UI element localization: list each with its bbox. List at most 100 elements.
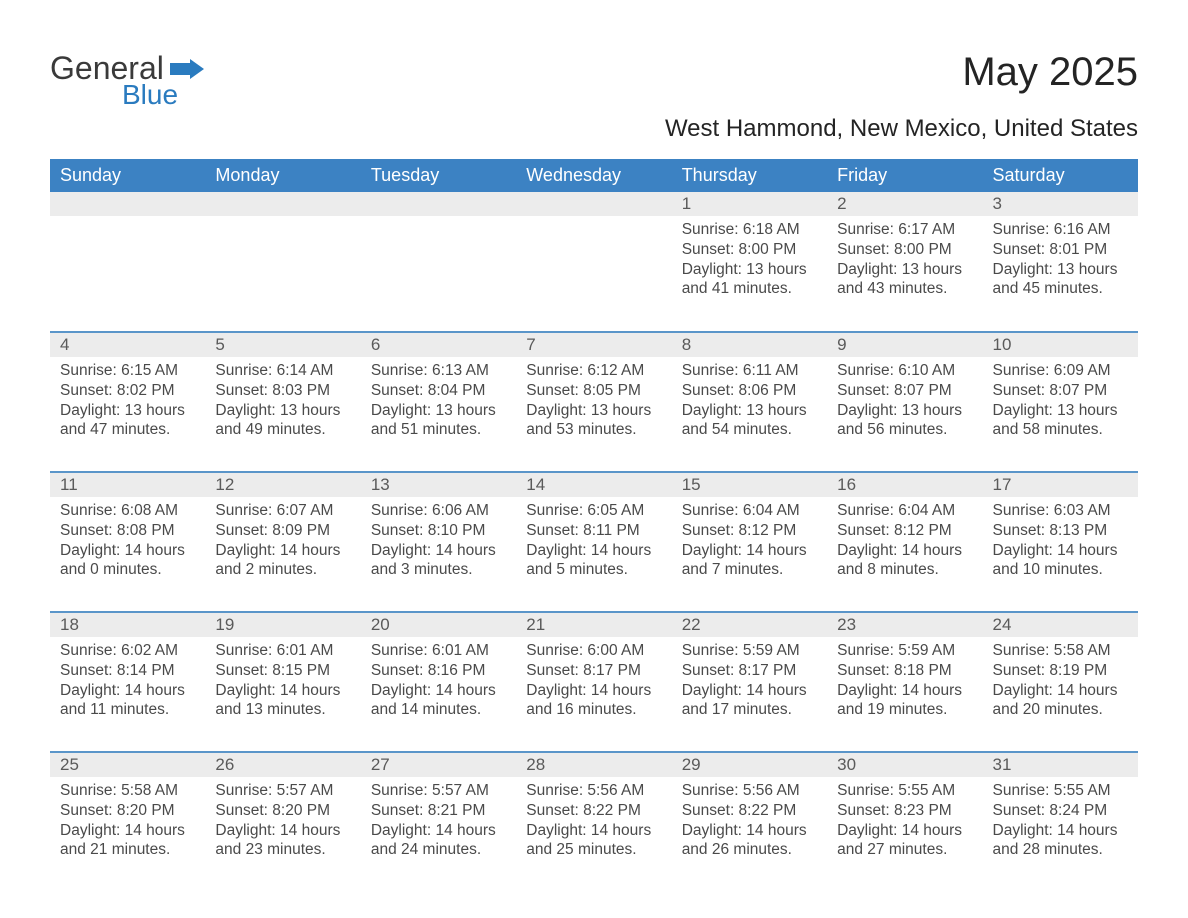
sunrise-text: Sunrise: 6:05 AM: [526, 501, 661, 521]
sunrise-text: Sunrise: 5:56 AM: [682, 781, 817, 801]
calendar-cell: 24Sunrise: 5:58 AMSunset: 8:19 PMDayligh…: [983, 612, 1138, 752]
calendar-cell: 1Sunrise: 6:18 AMSunset: 8:00 PMDaylight…: [672, 192, 827, 332]
daylight-text: Daylight: 13 hours: [371, 401, 506, 421]
sunset-text: Sunset: 8:17 PM: [526, 661, 661, 681]
day-details: Sunrise: 6:01 AMSunset: 8:15 PMDaylight:…: [205, 637, 360, 724]
day-number: 13: [361, 473, 516, 497]
sunset-text: Sunset: 8:24 PM: [993, 801, 1128, 821]
calendar-cell: 20Sunrise: 6:01 AMSunset: 8:16 PMDayligh…: [361, 612, 516, 752]
sunset-text: Sunset: 8:07 PM: [837, 381, 972, 401]
calendar-cell: 22Sunrise: 5:59 AMSunset: 8:17 PMDayligh…: [672, 612, 827, 752]
sunrise-text: Sunrise: 6:10 AM: [837, 361, 972, 381]
daylight-text: Daylight: 14 hours: [215, 821, 350, 841]
daylight-text-cont: and 26 minutes.: [682, 840, 817, 860]
sunrise-text: Sunrise: 5:55 AM: [993, 781, 1128, 801]
day-number: 20: [361, 613, 516, 637]
calendar-week-row: 4Sunrise: 6:15 AMSunset: 8:02 PMDaylight…: [50, 332, 1138, 472]
daylight-text: Daylight: 13 hours: [837, 260, 972, 280]
sunset-text: Sunset: 8:22 PM: [682, 801, 817, 821]
daylight-text-cont: and 21 minutes.: [60, 840, 195, 860]
daylight-text-cont: and 20 minutes.: [993, 700, 1128, 720]
calendar-cell: 5Sunrise: 6:14 AMSunset: 8:03 PMDaylight…: [205, 332, 360, 472]
day-number: 5: [205, 333, 360, 357]
daylight-text-cont: and 49 minutes.: [215, 420, 350, 440]
daylight-text-cont: and 11 minutes.: [60, 700, 195, 720]
calendar-cell: 15Sunrise: 6:04 AMSunset: 8:12 PMDayligh…: [672, 472, 827, 612]
calendar-cell: [361, 192, 516, 332]
day-number: 14: [516, 473, 671, 497]
sunrise-text: Sunrise: 5:57 AM: [215, 781, 350, 801]
day-number: 1: [672, 192, 827, 216]
day-number: 30: [827, 753, 982, 777]
weekday-header-row: Sunday Monday Tuesday Wednesday Thursday…: [50, 159, 1138, 192]
day-number: [516, 192, 671, 216]
weekday-header: Saturday: [983, 159, 1138, 192]
day-number: 15: [672, 473, 827, 497]
daylight-text-cont: and 54 minutes.: [682, 420, 817, 440]
calendar-cell: 11Sunrise: 6:08 AMSunset: 8:08 PMDayligh…: [50, 472, 205, 612]
calendar-cell: 27Sunrise: 5:57 AMSunset: 8:21 PMDayligh…: [361, 752, 516, 892]
day-details: Sunrise: 6:14 AMSunset: 8:03 PMDaylight:…: [205, 357, 360, 444]
daylight-text: Daylight: 13 hours: [215, 401, 350, 421]
calendar-cell: 12Sunrise: 6:07 AMSunset: 8:09 PMDayligh…: [205, 472, 360, 612]
daylight-text: Daylight: 13 hours: [60, 401, 195, 421]
sunrise-text: Sunrise: 5:59 AM: [837, 641, 972, 661]
sunrise-text: Sunrise: 6:13 AM: [371, 361, 506, 381]
day-details: Sunrise: 5:57 AMSunset: 8:20 PMDaylight:…: [205, 777, 360, 864]
daylight-text-cont: and 14 minutes.: [371, 700, 506, 720]
sunrise-text: Sunrise: 6:16 AM: [993, 220, 1128, 240]
daylight-text-cont: and 56 minutes.: [837, 420, 972, 440]
day-details: Sunrise: 6:10 AMSunset: 8:07 PMDaylight:…: [827, 357, 982, 444]
sunset-text: Sunset: 8:03 PM: [215, 381, 350, 401]
weekday-header: Monday: [205, 159, 360, 192]
day-number: 25: [50, 753, 205, 777]
sunrise-text: Sunrise: 5:55 AM: [837, 781, 972, 801]
calendar-cell: 21Sunrise: 6:00 AMSunset: 8:17 PMDayligh…: [516, 612, 671, 752]
day-number: 21: [516, 613, 671, 637]
daylight-text: Daylight: 13 hours: [837, 401, 972, 421]
daylight-text-cont: and 0 minutes.: [60, 560, 195, 580]
sunset-text: Sunset: 8:00 PM: [682, 240, 817, 260]
day-details: Sunrise: 6:09 AMSunset: 8:07 PMDaylight:…: [983, 357, 1138, 444]
day-number: 16: [827, 473, 982, 497]
calendar-cell: 25Sunrise: 5:58 AMSunset: 8:20 PMDayligh…: [50, 752, 205, 892]
calendar-cell: 31Sunrise: 5:55 AMSunset: 8:24 PMDayligh…: [983, 752, 1138, 892]
daylight-text: Daylight: 14 hours: [371, 681, 506, 701]
daylight-text-cont: and 3 minutes.: [371, 560, 506, 580]
sunset-text: Sunset: 8:19 PM: [993, 661, 1128, 681]
calendar-cell: 23Sunrise: 5:59 AMSunset: 8:18 PMDayligh…: [827, 612, 982, 752]
day-details: Sunrise: 6:07 AMSunset: 8:09 PMDaylight:…: [205, 497, 360, 584]
sunrise-text: Sunrise: 6:17 AM: [837, 220, 972, 240]
calendar-cell: 16Sunrise: 6:04 AMSunset: 8:12 PMDayligh…: [827, 472, 982, 612]
daylight-text-cont: and 58 minutes.: [993, 420, 1128, 440]
day-details: Sunrise: 6:00 AMSunset: 8:17 PMDaylight:…: [516, 637, 671, 724]
sunrise-text: Sunrise: 6:12 AM: [526, 361, 661, 381]
daylight-text: Daylight: 14 hours: [993, 681, 1128, 701]
calendar-cell: [205, 192, 360, 332]
sunrise-text: Sunrise: 6:01 AM: [371, 641, 506, 661]
daylight-text-cont: and 24 minutes.: [371, 840, 506, 860]
calendar-cell: 30Sunrise: 5:55 AMSunset: 8:23 PMDayligh…: [827, 752, 982, 892]
weekday-header: Thursday: [672, 159, 827, 192]
daylight-text-cont: and 47 minutes.: [60, 420, 195, 440]
sunset-text: Sunset: 8:12 PM: [682, 521, 817, 541]
sunrise-text: Sunrise: 6:03 AM: [993, 501, 1128, 521]
day-details: Sunrise: 5:59 AMSunset: 8:18 PMDaylight:…: [827, 637, 982, 724]
sunset-text: Sunset: 8:17 PM: [682, 661, 817, 681]
day-number: [361, 192, 516, 216]
sunset-text: Sunset: 8:05 PM: [526, 381, 661, 401]
daylight-text-cont: and 45 minutes.: [993, 279, 1128, 299]
daylight-text-cont: and 16 minutes.: [526, 700, 661, 720]
day-number: 11: [50, 473, 205, 497]
calendar-cell: 7Sunrise: 6:12 AMSunset: 8:05 PMDaylight…: [516, 332, 671, 472]
day-number: 23: [827, 613, 982, 637]
daylight-text: Daylight: 14 hours: [371, 541, 506, 561]
sunset-text: Sunset: 8:22 PM: [526, 801, 661, 821]
day-number: 31: [983, 753, 1138, 777]
day-number: 8: [672, 333, 827, 357]
sunset-text: Sunset: 8:06 PM: [682, 381, 817, 401]
sunrise-text: Sunrise: 6:08 AM: [60, 501, 195, 521]
sunset-text: Sunset: 8:18 PM: [837, 661, 972, 681]
day-number: 19: [205, 613, 360, 637]
daylight-text: Daylight: 14 hours: [526, 681, 661, 701]
